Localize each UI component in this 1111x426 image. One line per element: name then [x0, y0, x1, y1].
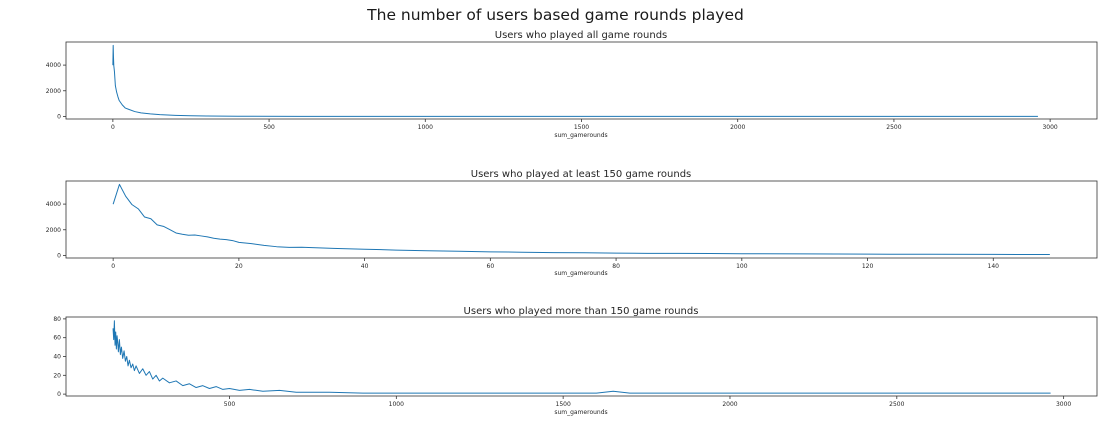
- subplot-1-xtick-label: 2500: [886, 124, 901, 131]
- subplot-1-xtick-label: 3000: [1042, 124, 1057, 131]
- figure-suptitle: The number of users based game rounds pl…: [367, 6, 744, 24]
- subplot-1-xtick-label: 500: [263, 124, 275, 131]
- subplot-1-ytick-label: 2000: [46, 88, 61, 95]
- subplot-3-ytick-label: 80: [53, 316, 61, 323]
- subplot-3-xtick-label: 2000: [722, 401, 737, 408]
- subplot-2-ytick-label: 2000: [46, 227, 61, 234]
- subplot-3-title: Users who played more than 150 game roun…: [464, 306, 699, 317]
- subplot-2-xtick-label: 0: [111, 263, 115, 270]
- subplot-1: Users who played all game rounds sum_gam…: [46, 30, 1098, 139]
- subplot-2-xtick-label: 100: [736, 263, 748, 270]
- subplot-3: Users who played more than 150 game roun…: [53, 306, 1098, 416]
- subplot-2-xtick-label: 20: [235, 263, 243, 270]
- subplot-2-xtick-label: 140: [988, 263, 1000, 270]
- subplot-3-series-line: [112, 320, 1051, 394]
- subplot-3-ytick-label: 40: [53, 354, 61, 361]
- subplot-1-series-line: [112, 44, 1038, 117]
- subplot-2-xtick-label: 120: [862, 263, 874, 270]
- subplot-3-xtick-label: 3000: [1056, 401, 1071, 408]
- subplot-3-xtick-label: 2500: [889, 401, 904, 408]
- subplot-2-ytick-label: 4000: [46, 201, 61, 208]
- subplot-2: Users who played at least 150 game round…: [46, 169, 1098, 277]
- subplot-2-xtick-label: 80: [612, 263, 620, 270]
- subplot-3-ytick-label: 60: [53, 335, 61, 342]
- subplot-3-xtick-label: 500: [224, 401, 236, 408]
- subplot-1-title: Users who played all game rounds: [495, 30, 668, 41]
- subplot-2-series-line: [112, 183, 1050, 256]
- subplot-1-ytick-label: 4000: [46, 62, 61, 69]
- subplot-3-ytick-label: 0: [57, 391, 61, 398]
- subplot-2-title: Users who played at least 150 game round…: [471, 169, 692, 180]
- subplot-3-xlabel: sum_gamerounds: [554, 409, 607, 416]
- subplot-2-xlabel: sum_gamerounds: [554, 270, 607, 277]
- subplot-3-xtick-label: 1000: [389, 401, 404, 408]
- subplot-1-xtick-label: 2000: [730, 124, 745, 131]
- subplot-3-xtick-label: 1500: [556, 401, 571, 408]
- subplot-2-frame: [65, 180, 1098, 259]
- subplot-1-xlabel: sum_gamerounds: [554, 132, 607, 139]
- subplot-2-ytick-label: 0: [57, 252, 61, 259]
- subplot-3-frame: [65, 316, 1098, 397]
- subplot-3-ytick-label: 20: [53, 372, 61, 379]
- subplot-1-xtick-label: 0: [111, 124, 115, 131]
- subplot-1-ytick-label: 0: [57, 113, 61, 120]
- subplot-2-xtick-label: 40: [361, 263, 369, 270]
- subplot-1-xtick-label: 1000: [418, 124, 433, 131]
- subplot-2-xtick-label: 60: [487, 263, 495, 270]
- subplot-1-frame: [65, 41, 1098, 120]
- subplot-1-xtick-label: 1500: [574, 124, 589, 131]
